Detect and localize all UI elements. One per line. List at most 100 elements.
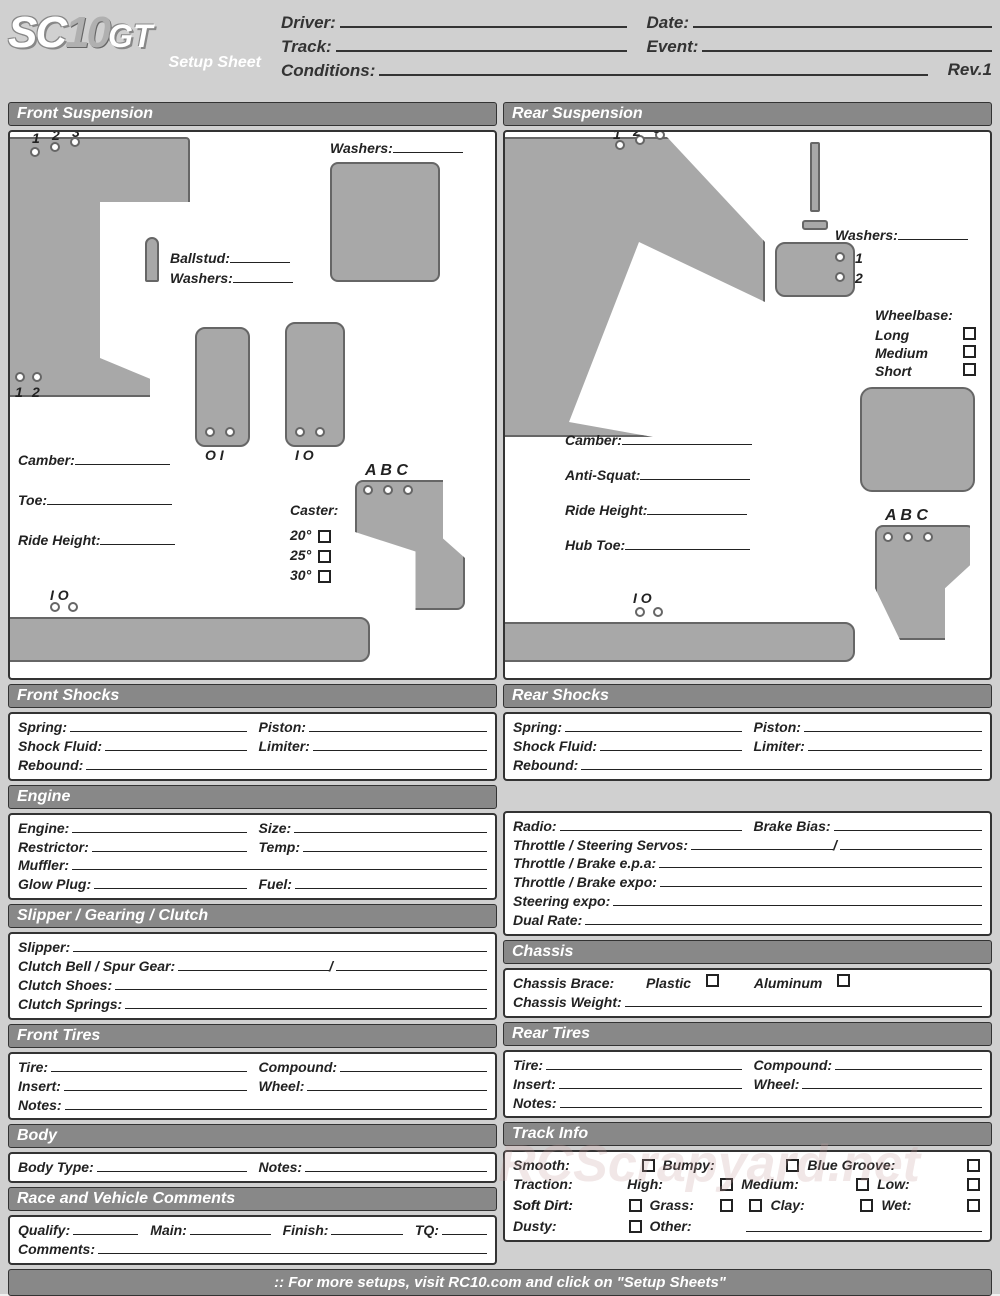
restrictor-input[interactable] <box>92 840 247 852</box>
muffler-input[interactable] <box>72 858 487 870</box>
fs-limiter-input[interactable] <box>313 739 487 751</box>
spur-input[interactable] <box>336 959 487 971</box>
rt-notes-input[interactable] <box>560 1096 982 1108</box>
fs-rebound-label: Rebound: <box>18 756 83 775</box>
ti-softdirt-cb2[interactable] <box>629 1199 642 1212</box>
washers2-input[interactable] <box>233 271 293 283</box>
ti-smooth-cb[interactable] <box>642 1159 655 1172</box>
ft-notes-input[interactable] <box>65 1098 487 1110</box>
rcamber-input[interactable] <box>622 433 752 445</box>
front-arm-part <box>8 617 370 662</box>
throttle-servo-input[interactable] <box>691 838 833 850</box>
caster-25: 25° <box>290 547 311 563</box>
header: SC10GT Setup Sheet Driver: Date: Track: … <box>8 8 992 98</box>
chassisweight-input[interactable] <box>625 995 982 1007</box>
dualrate-input[interactable] <box>585 913 982 925</box>
washers-input[interactable] <box>393 141 463 153</box>
ti-bumpy-cb[interactable] <box>786 1159 799 1172</box>
steering-servo-input[interactable] <box>840 838 982 850</box>
rt-wheel-input[interactable] <box>802 1077 982 1089</box>
ti-dusty-cb[interactable] <box>629 1220 642 1233</box>
fuel-input[interactable] <box>295 877 487 889</box>
caster-30: 30° <box>290 567 311 583</box>
rideheight-input[interactable] <box>100 533 175 545</box>
finish-input[interactable] <box>331 1223 402 1235</box>
slipper-input[interactable] <box>73 940 487 952</box>
wb-med-checkbox[interactable] <box>963 345 976 358</box>
rs-piston-input[interactable] <box>804 720 982 732</box>
ft-wheel-input[interactable] <box>307 1079 487 1091</box>
expo-input[interactable] <box>660 875 982 887</box>
fs-fluid-input[interactable] <box>105 739 247 751</box>
footer: :: For more setups, visit RC10.com and c… <box>8 1269 992 1296</box>
rear-shocks-header: Rear Shocks <box>503 684 992 708</box>
rt-insert-input[interactable] <box>559 1077 742 1089</box>
aluminum-checkbox[interactable] <box>837 974 850 987</box>
wb-long-checkbox[interactable] <box>963 327 976 340</box>
ti-high-cb[interactable] <box>720 1178 733 1191</box>
bodytype-input[interactable] <box>97 1160 247 1172</box>
date-input[interactable] <box>693 12 992 28</box>
radio-input[interactable] <box>560 819 742 831</box>
camber-input[interactable] <box>75 453 170 465</box>
caster-30-checkbox[interactable] <box>318 570 331 583</box>
ti-grass-cb[interactable] <box>749 1199 762 1212</box>
ti-wet-cb[interactable] <box>967 1199 980 1212</box>
caster-25-checkbox[interactable] <box>318 550 331 563</box>
ballstud-input[interactable] <box>230 251 290 263</box>
ti-clay-cb[interactable] <box>860 1199 873 1212</box>
rrideheight-input[interactable] <box>647 503 747 515</box>
ti-low-cb[interactable] <box>967 1178 980 1191</box>
ti-other-input[interactable] <box>746 1220 982 1232</box>
rt-compound-input[interactable] <box>835 1058 982 1070</box>
ft-tire-input[interactable] <box>51 1060 246 1072</box>
tq-input[interactable] <box>442 1223 487 1235</box>
plastic-checkbox[interactable] <box>706 974 719 987</box>
caster-20-checkbox[interactable] <box>318 530 331 543</box>
engine-input[interactable] <box>72 821 246 833</box>
ft-compound-input[interactable] <box>340 1060 487 1072</box>
rtower-num-2: 2 <box>633 130 641 139</box>
rs-fluid-input[interactable] <box>600 739 742 751</box>
header-fields: Driver: Date: Track: Event: Conditions: … <box>281 8 992 98</box>
antisquat-input[interactable] <box>640 468 750 480</box>
tower-lownum-1: 1 <box>15 384 23 400</box>
ft-insert-input[interactable] <box>64 1079 247 1091</box>
hubtoe-input[interactable] <box>625 538 750 550</box>
ti-bluegroove-cb[interactable] <box>967 1159 980 1172</box>
rt-tire-input[interactable] <box>546 1058 741 1070</box>
rear-link-part <box>775 242 855 297</box>
toe-input[interactable] <box>47 493 172 505</box>
conditions-input[interactable] <box>379 60 927 76</box>
bodynotes-input[interactable] <box>305 1160 487 1172</box>
bell-input[interactable] <box>178 959 329 971</box>
chassis-body: Chassis Brace: Plastic Aluminum Chassis … <box>503 968 992 1018</box>
steeringexpo-input[interactable] <box>613 894 982 906</box>
shoes-input[interactable] <box>115 978 487 990</box>
event-input[interactable] <box>702 36 992 52</box>
springs-input[interactable] <box>125 997 487 1009</box>
fs-spring-input[interactable] <box>70 720 247 732</box>
size-input[interactable] <box>294 821 487 833</box>
main-input[interactable] <box>190 1223 271 1235</box>
driver-input[interactable] <box>340 12 627 28</box>
fs-rebound-input[interactable] <box>86 758 487 770</box>
ti-medium-cb[interactable] <box>856 1178 869 1191</box>
epa-input[interactable] <box>659 856 982 868</box>
wb-short-checkbox[interactable] <box>963 363 976 376</box>
rwashers-input[interactable] <box>898 228 968 240</box>
temp-input[interactable] <box>303 840 487 852</box>
qualify-input[interactable] <box>73 1223 138 1235</box>
fs-piston-input[interactable] <box>309 720 487 732</box>
bodytype-label: Body Type: <box>18 1158 94 1177</box>
rs-limiter-input[interactable] <box>808 739 982 751</box>
rs-rebound-input[interactable] <box>581 758 982 770</box>
main: Front Suspension 1 2 3 1 2 Ballstud: Was… <box>8 102 992 1265</box>
brakebias-input[interactable] <box>834 819 982 831</box>
fs-spring-label: Spring: <box>18 718 67 737</box>
comments-input[interactable] <box>98 1242 487 1254</box>
engine-body: Engine: Size: Restrictor: Temp: Muffler:… <box>8 813 497 901</box>
rs-spring-input[interactable] <box>565 720 742 732</box>
glowplug-input[interactable] <box>94 877 246 889</box>
track-input[interactable] <box>336 36 627 52</box>
